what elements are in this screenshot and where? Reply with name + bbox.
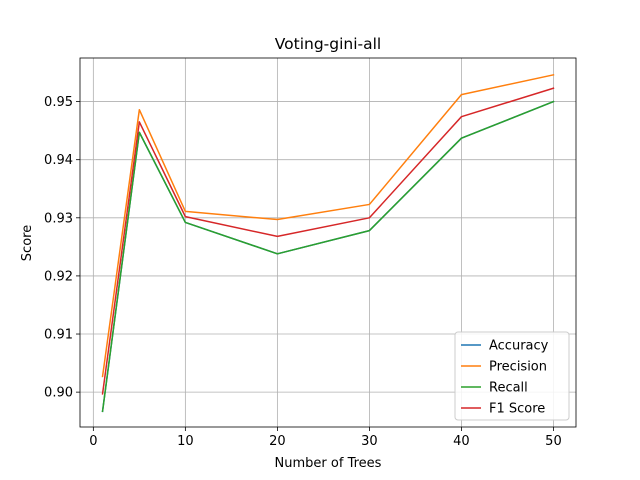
series-lines (101, 73, 555, 413)
series-line-precision (101, 73, 555, 378)
series-line-f1-score (101, 87, 555, 395)
y-tick-label: 0.90 (44, 386, 73, 401)
x-tick-label: 50 (545, 434, 562, 449)
x-tick-label: 0 (89, 434, 97, 449)
y-tick-label: 0.93 (44, 211, 73, 226)
y-tick-label: 0.91 (44, 328, 73, 343)
x-tick-label: 10 (177, 434, 194, 449)
y-tick-label: 0.92 (44, 269, 73, 284)
legend-label-f1-score: F1 Score (489, 402, 545, 417)
legend-label-recall: Recall (489, 381, 528, 396)
series-line-recall (101, 100, 555, 413)
x-axis-label: Number of Trees (275, 456, 382, 471)
legend: Accuracy Precision Recall F1 Score (454, 331, 570, 421)
x-tick-label: 20 (269, 434, 286, 449)
legend-box (454, 331, 570, 421)
chart-title: Voting-gini-all (275, 35, 382, 53)
x-tick-label: 30 (361, 434, 378, 449)
y-tick-label: 0.94 (44, 153, 73, 168)
legend-label-accuracy: Accuracy (489, 339, 549, 354)
axes: 0 10 20 30 40 50 0.90 0.91 0.92 0.93 0.94 0.95 (44, 57, 577, 449)
x-tick-label: 40 (453, 434, 470, 449)
axes-frame (79, 57, 577, 428)
y-axis-label: Score (20, 225, 35, 261)
legend-label-precision: Precision (489, 360, 547, 375)
y-tick-label: 0.95 (44, 95, 73, 110)
